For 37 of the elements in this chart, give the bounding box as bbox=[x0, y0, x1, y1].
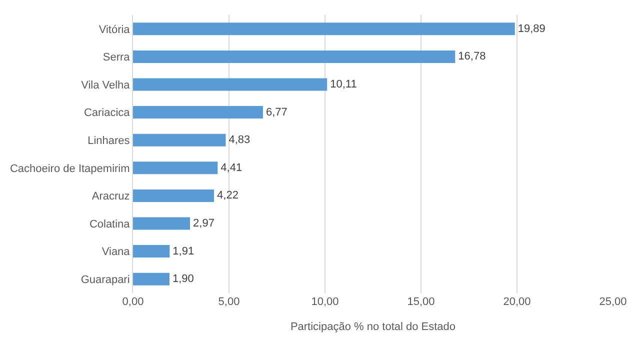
bar bbox=[133, 22, 515, 36]
bar bbox=[133, 78, 328, 91]
bar bbox=[133, 217, 190, 230]
data-label: 6,77 bbox=[266, 106, 288, 118]
x-axis-title: Participação % no total do Estado bbox=[290, 321, 456, 334]
data-label: 10,11 bbox=[330, 78, 357, 91]
y-tick-label: Vitória bbox=[98, 24, 131, 36]
x-tick-label: 25,00 bbox=[599, 296, 627, 308]
bar bbox=[133, 245, 170, 258]
data-label: 4,83 bbox=[228, 134, 250, 146]
y-tick-label: Cariacica bbox=[84, 107, 131, 120]
y-tick-label: Vila Velha bbox=[81, 79, 131, 92]
data-label: 1,90 bbox=[172, 273, 194, 286]
y-tick-label: Linhares bbox=[88, 134, 130, 147]
data-label: 4,41 bbox=[220, 162, 242, 174]
data-label: 2,97 bbox=[193, 218, 214, 230]
x-tick-label: 15,00 bbox=[407, 296, 435, 308]
bar bbox=[133, 189, 214, 202]
y-tick-label: Guarapari bbox=[80, 274, 130, 286]
x-tick-label: 0,00 bbox=[122, 296, 144, 308]
x-tick-label: 20,00 bbox=[503, 296, 531, 308]
y-tick-label: Colatina bbox=[89, 218, 131, 230]
y-tick-label: Serra bbox=[102, 52, 131, 64]
data-label: 4,22 bbox=[217, 190, 238, 202]
y-tick-label: Viana bbox=[102, 246, 131, 258]
y-tick-label: Cachoeiro de Itapemirim bbox=[10, 162, 130, 175]
bar bbox=[133, 134, 226, 146]
y-tick-label: Aracruz bbox=[92, 190, 130, 203]
bar bbox=[133, 106, 263, 119]
bar bbox=[133, 162, 218, 174]
bar bbox=[133, 272, 170, 286]
data-label: 1,91 bbox=[172, 245, 194, 258]
bar bbox=[133, 50, 456, 63]
x-tick-label: 5,00 bbox=[218, 296, 240, 308]
x-tick-label: 10,00 bbox=[311, 296, 339, 308]
data-label: 16,78 bbox=[458, 50, 486, 63]
data-label: 19,89 bbox=[518, 22, 546, 35]
